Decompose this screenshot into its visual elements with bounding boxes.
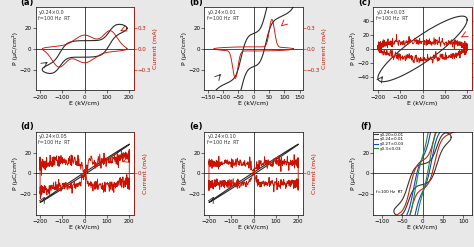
y0.3×0.03: [441, 89, 447, 92]
y0.27×0.03: [382, 245, 388, 247]
y0.27×0.03: [443, 97, 448, 100]
y0.27×0.03: [376, 231, 382, 234]
y0.20×0.01: [396, 214, 401, 217]
Y-axis label: P (μC/cm²): P (μC/cm²): [181, 32, 187, 65]
y0.20×0.01: [443, 131, 449, 134]
Text: f=100 Hz  RT: f=100 Hz RT: [376, 190, 403, 194]
y0.24×0.01: [400, 233, 406, 236]
y0.24×0.01: [395, 236, 401, 239]
y0.20×0.01: [432, 150, 438, 153]
Y-axis label: Current (mA): Current (mA): [153, 28, 158, 69]
y0.24×0.01: [418, 160, 423, 163]
Y-axis label: P (μC/cm²): P (μC/cm²): [350, 157, 356, 190]
Text: (b): (b): [189, 0, 202, 7]
y0.20×0.01: [448, 136, 454, 139]
Y-axis label: P (μC/cm²): P (μC/cm²): [12, 32, 18, 65]
Text: (d): (d): [20, 122, 34, 131]
Line: y0.20×0.01: y0.20×0.01: [394, 133, 451, 216]
y0.20×0.01: [406, 198, 412, 201]
y0.20×0.01: [396, 214, 401, 217]
y0.3×0.03: [439, 89, 445, 92]
Text: y0.24×0.01
f=100 Hz  RT: y0.24×0.01 f=100 Hz RT: [208, 10, 239, 21]
Text: (f): (f): [360, 122, 372, 131]
y0.3×0.03: [465, 105, 470, 108]
y0.3×0.03: [417, 164, 423, 167]
y0.20×0.01: [392, 207, 398, 210]
X-axis label: E (kV/cm): E (kV/cm): [70, 101, 100, 106]
Line: y0.27×0.03: y0.27×0.03: [377, 99, 467, 247]
Y-axis label: Current (mA): Current (mA): [322, 28, 327, 69]
Text: y0.24×0.10
f=100 Hz  RT: y0.24×0.10 f=100 Hz RT: [208, 134, 239, 145]
Y-axis label: Current (mA): Current (mA): [312, 153, 317, 194]
Legend: y0.20×0.01, y0.24×0.01, y0.27×0.03, y0.3×0.03: y0.20×0.01, y0.24×0.01, y0.27×0.03, y0.3…: [374, 133, 404, 151]
y0.24×0.01: [461, 121, 466, 124]
y0.24×0.01: [385, 233, 391, 236]
y0.27×0.03: [421, 187, 427, 190]
y0.24×0.01: [445, 111, 450, 114]
Text: (c): (c): [359, 0, 372, 7]
y0.27×0.03: [439, 98, 445, 101]
Y-axis label: P (μC/cm²): P (μC/cm²): [181, 157, 187, 190]
Text: (e): (e): [189, 122, 202, 131]
y0.27×0.03: [417, 162, 423, 165]
y0.3×0.03: [465, 105, 470, 108]
y0.20×0.01: [448, 136, 454, 139]
y0.24×0.01: [438, 116, 443, 119]
X-axis label: E (kV/cm): E (kV/cm): [238, 226, 269, 230]
y0.27×0.03: [465, 111, 470, 114]
Text: y0.24×0.0
f=100 Hz  RT: y0.24×0.0 f=100 Hz RT: [38, 10, 71, 21]
Text: y0.24×0.05
f=100 Hz  RT: y0.24×0.05 f=100 Hz RT: [38, 134, 71, 145]
y0.3×0.03: [421, 186, 427, 189]
X-axis label: E (kV/cm): E (kV/cm): [407, 226, 438, 230]
Y-axis label: Current (mA): Current (mA): [143, 153, 148, 194]
Text: (a): (a): [20, 0, 34, 7]
Line: y0.24×0.01: y0.24×0.01: [382, 112, 464, 237]
Line: y0.3×0.03: y0.3×0.03: [377, 91, 467, 247]
Y-axis label: P (μC/cm²): P (μC/cm²): [12, 157, 18, 190]
X-axis label: E (kV/cm): E (kV/cm): [407, 101, 438, 106]
y0.20×0.01: [421, 183, 427, 186]
X-axis label: E (kV/cm): E (kV/cm): [70, 226, 100, 230]
y0.24×0.01: [421, 186, 427, 189]
y0.24×0.01: [381, 221, 386, 224]
Y-axis label: P (μC/cm²): P (μC/cm²): [350, 32, 356, 65]
y0.27×0.03: [465, 111, 470, 114]
y0.24×0.01: [461, 121, 466, 124]
y0.20×0.01: [418, 163, 424, 166]
y0.3×0.03: [376, 237, 382, 240]
X-axis label: E (kV/cm): E (kV/cm): [238, 101, 269, 106]
Text: y0.24×0.03
f=100 Hz  RT: y0.24×0.03 f=100 Hz RT: [376, 10, 409, 21]
